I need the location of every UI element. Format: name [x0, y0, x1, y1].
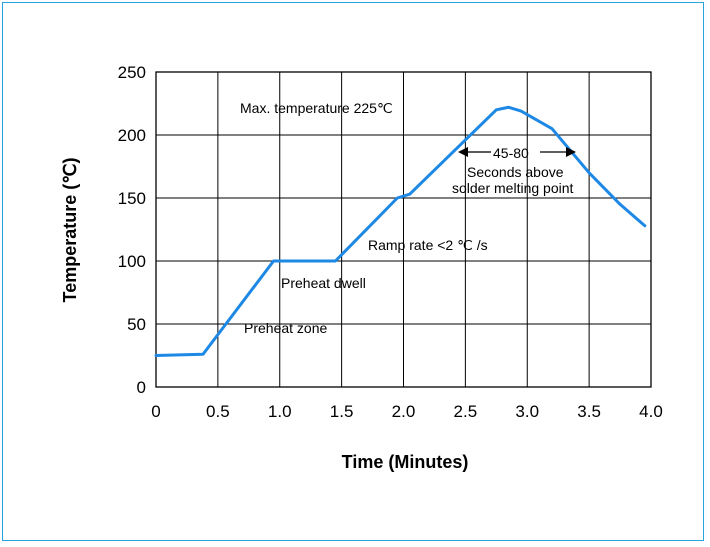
- x-tick-label: 0: [151, 402, 160, 421]
- x-tick-label: 3.5: [577, 402, 601, 421]
- y-tick-label: 100: [118, 252, 146, 271]
- x-tick-label: 2.5: [454, 402, 478, 421]
- y-axis-ticks: 0 50 100 150 200 250: [118, 63, 146, 397]
- x-tick-label: 2.0: [392, 402, 416, 421]
- grid: [155, 71, 652, 388]
- x-tick-label: 4.0: [639, 402, 663, 421]
- temperature-curve: [154, 105, 647, 357]
- preheat-zone-label: Preheat zone: [244, 320, 327, 336]
- x-tick-label: 3.0: [515, 402, 539, 421]
- seconds-above-label: Seconds above: [467, 164, 564, 180]
- range-arrow-right-head: [566, 147, 576, 157]
- y-axis-title: Temperature (℃): [60, 158, 80, 303]
- x-tick-label: 1.5: [330, 402, 354, 421]
- x-axis-ticks: 0 0.5 1.0 1.5 2.0 2.5 3.0 3.5 4.0: [151, 402, 663, 421]
- x-tick-label: 0.5: [206, 402, 230, 421]
- y-tick-label: 50: [127, 315, 146, 334]
- chart-frame: [2, 2, 704, 541]
- preheat-dwell-label: Preheat dwell: [281, 275, 366, 291]
- range-label: 45-80: [493, 145, 529, 161]
- max-temperature-label: Max. temperature 225℃: [240, 100, 393, 116]
- y-tick-label: 200: [118, 126, 146, 145]
- y-tick-label: 0: [137, 378, 146, 397]
- melting-point-label: solder melting point: [452, 180, 574, 196]
- x-tick-label: 1.0: [268, 402, 292, 421]
- plot-border: [155, 71, 652, 388]
- y-tick-label: 250: [118, 63, 146, 82]
- range-arrow-left-head: [458, 147, 468, 157]
- y-tick-label: 150: [118, 189, 146, 208]
- ramp-rate-label: Ramp rate <2 ℃ /s: [368, 237, 488, 253]
- x-axis-title: Time (Minutes): [342, 452, 469, 472]
